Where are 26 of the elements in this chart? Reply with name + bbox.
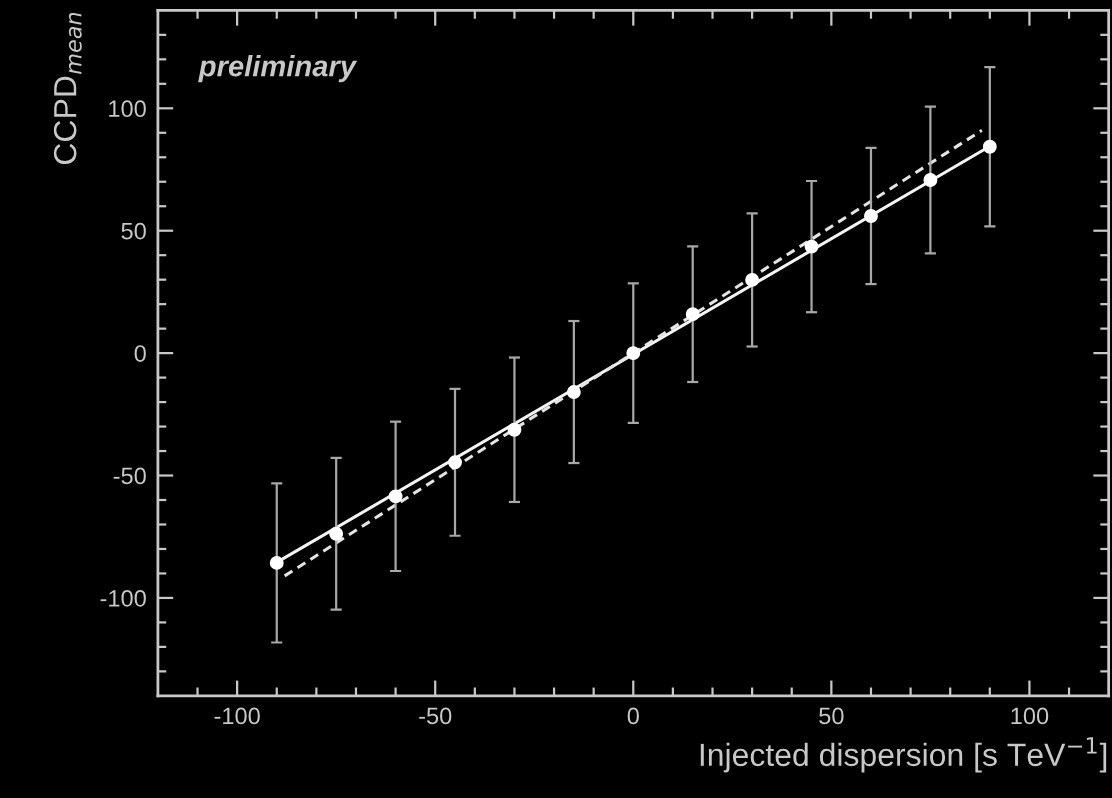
point <box>923 173 938 187</box>
point <box>685 307 700 322</box>
point <box>507 422 522 437</box>
point <box>626 346 641 361</box>
y-tick-label: 100 <box>109 100 146 118</box>
point <box>448 455 462 470</box>
point <box>745 272 760 287</box>
x-tick-label: -100 <box>214 707 260 725</box>
point <box>804 239 819 254</box>
y-tick-label: 0 <box>134 345 146 362</box>
point <box>864 209 878 223</box>
y-tick-label: 50 <box>121 222 146 240</box>
x-tick-label: 0 <box>627 707 639 725</box>
point <box>982 139 997 154</box>
point <box>329 526 344 541</box>
y-axis-title: CCPD$_{mean}$ <box>53 12 82 164</box>
point <box>388 489 403 504</box>
x-tick-label: 50 <box>819 707 844 725</box>
point <box>269 555 284 570</box>
x-tick-label: -50 <box>419 707 452 725</box>
annotation: preliminary <box>198 55 358 83</box>
y-tick-label: -50 <box>113 467 146 485</box>
x-tick-label: 100 <box>1011 707 1049 725</box>
point <box>566 385 581 399</box>
x-axis-title: Injected dispersion [s TeV$^{−1}$] <box>700 737 1107 773</box>
y-tick-label: -100 <box>100 590 146 607</box>
